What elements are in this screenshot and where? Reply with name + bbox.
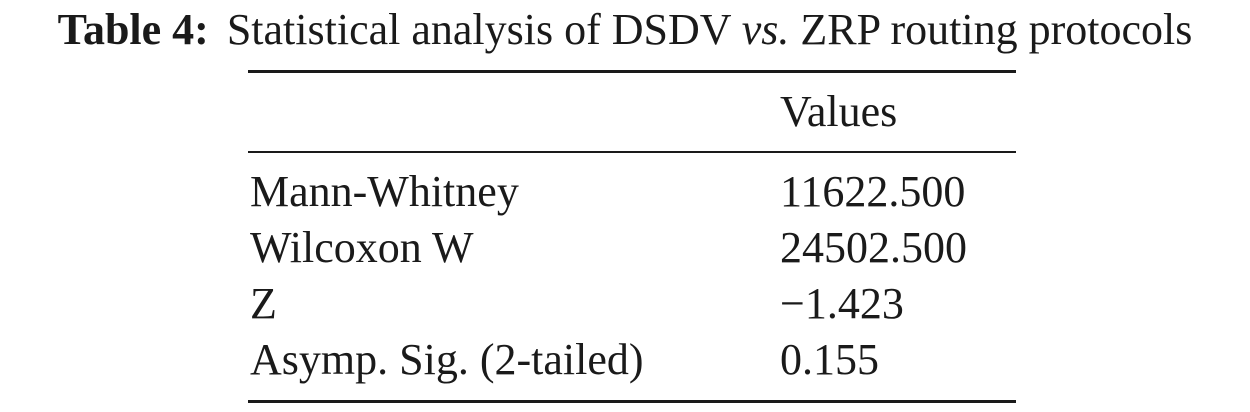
caption-text-before: Statistical analysis of DSDV bbox=[226, 5, 742, 54]
caption-italic: vs. bbox=[741, 5, 790, 54]
row-label-cell: Asymp. Sig. (2-tailed) bbox=[250, 335, 644, 384]
row-value-cell: 24502.500 bbox=[780, 223, 967, 272]
header-label-cell bbox=[248, 73, 780, 151]
row-label-cell: Wilcoxon W bbox=[250, 223, 474, 272]
table-row: Z −1.423 bbox=[248, 276, 1016, 332]
table-row: Wilcoxon W 24502.500 bbox=[248, 220, 1016, 276]
table-body: Mann-Whitney 11622.500 Wilcoxon W 24502.… bbox=[248, 153, 1016, 400]
caption-text-after: ZRP routing protocols bbox=[789, 5, 1193, 54]
row-label-cell: Mann-Whitney bbox=[250, 167, 519, 216]
row-value-cell: 0.155 bbox=[780, 335, 879, 384]
caption-label: Table 4: bbox=[57, 5, 209, 54]
row-value-cell: 11622.500 bbox=[780, 167, 966, 216]
table-header-row: Values bbox=[248, 73, 1016, 151]
header-values-cell: Values bbox=[780, 87, 898, 136]
table-bottom-rule bbox=[248, 400, 1016, 403]
table-row: Mann-Whitney 11622.500 bbox=[248, 164, 1016, 220]
table-header-rule bbox=[248, 151, 1016, 153]
table-row: Asymp. Sig. (2-tailed) 0.155 bbox=[248, 332, 1016, 388]
table-caption: Table 4: Statistical analysis of DSDV vs.… bbox=[0, 4, 1250, 56]
table-top-rule bbox=[248, 70, 1016, 73]
row-label-cell: Z bbox=[250, 279, 277, 328]
stats-table: Values Mann-Whitney 11622.500 Wilcoxon W… bbox=[248, 70, 1016, 403]
row-value-cell: −1.423 bbox=[780, 279, 904, 328]
